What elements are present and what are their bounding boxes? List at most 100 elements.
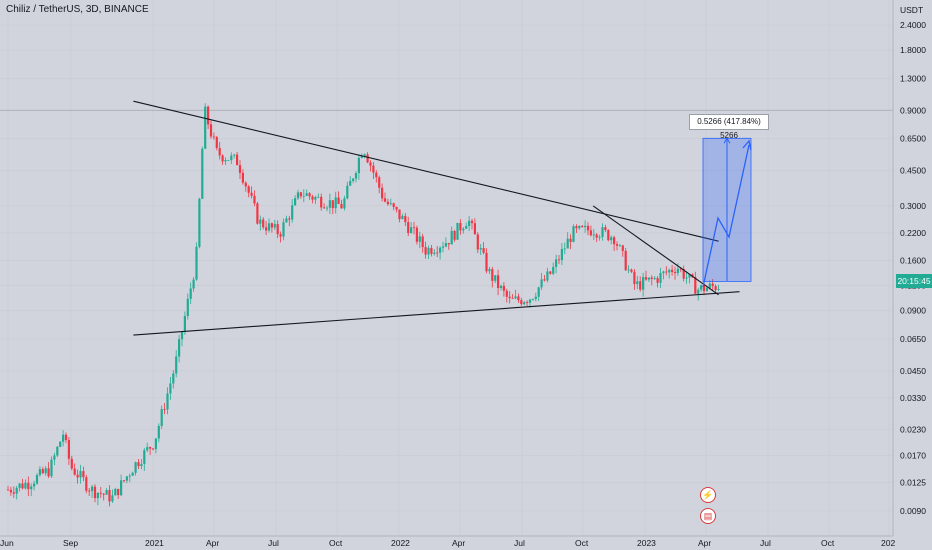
price-tick-label: 0.0650 <box>900 334 926 344</box>
candle-body <box>276 224 279 235</box>
candle-body <box>163 409 166 410</box>
time-tick-label: Jul <box>514 538 525 548</box>
candle-body <box>314 197 317 200</box>
candle-body <box>282 222 285 237</box>
candle-body <box>494 275 497 281</box>
candle-body <box>352 178 355 181</box>
candle-body <box>618 245 621 247</box>
price-tick-label: 0.4500 <box>900 166 926 176</box>
candle-body <box>117 488 120 496</box>
price-axis[interactable]: USDT 2.4000 1.8000 1.3000 0.9000 0.6500 0.4500… <box>892 0 926 536</box>
candle-body <box>354 173 358 179</box>
candle-body <box>244 182 247 187</box>
candle-body <box>38 469 41 476</box>
candle-body <box>105 490 108 495</box>
candle-body <box>586 225 590 231</box>
candle-body <box>299 192 302 197</box>
price-tick-label: 1.3000 <box>900 73 926 83</box>
lower-ascending-trendline[interactable] <box>133 291 740 336</box>
candle-body <box>682 268 685 279</box>
candle-body <box>581 225 584 227</box>
candle-body <box>700 285 703 290</box>
us-flag-event-icon[interactable]: ▤ <box>700 508 716 524</box>
candle-body <box>676 268 679 274</box>
candle-body <box>262 219 265 228</box>
candle-body <box>647 277 650 280</box>
candle-body <box>502 285 505 291</box>
candle-body <box>662 271 665 274</box>
candle-body <box>169 383 172 394</box>
candle-body <box>415 227 418 242</box>
candle-body <box>537 287 540 297</box>
candle-body <box>27 482 30 490</box>
candle-body <box>102 493 105 495</box>
drawings[interactable] <box>133 100 752 336</box>
candle-body <box>198 198 201 247</box>
time-tick-label: Jun <box>0 538 14 548</box>
candle-body <box>122 480 126 482</box>
price-tick-label: 0.1600 <box>900 256 926 266</box>
candle-body <box>88 490 91 492</box>
candle-body <box>436 252 439 254</box>
candle-body <box>526 302 529 303</box>
candle-body <box>320 196 323 208</box>
candle-body <box>569 238 572 242</box>
candle-body <box>73 468 76 475</box>
candle-body <box>151 448 155 450</box>
candle-body <box>195 246 198 280</box>
candle-body <box>108 490 111 502</box>
candle-body <box>679 268 682 270</box>
candle-body <box>453 230 456 240</box>
candle-body <box>407 222 410 234</box>
current-price-tag: 20:15:45 <box>896 274 932 288</box>
candle-body <box>633 271 636 285</box>
candle-body <box>180 332 184 340</box>
candle-body <box>76 474 79 478</box>
candle-body <box>294 198 297 206</box>
time-tick-label: 2021 <box>145 538 164 548</box>
candle-body <box>366 154 369 163</box>
candle-body <box>479 248 482 250</box>
candle-body <box>557 259 561 261</box>
candle-body <box>598 236 601 238</box>
candle-body <box>552 266 555 274</box>
candle-body <box>694 277 697 294</box>
candle-body <box>528 299 532 303</box>
candle-body <box>659 273 662 283</box>
candle-body <box>265 227 268 231</box>
price-tick-label: 0.2200 <box>900 228 926 238</box>
symbol-title: Chiliz / TetherUS, 3D, BINANCE <box>6 4 149 15</box>
candle-body <box>9 489 12 493</box>
candle-body <box>523 302 526 305</box>
candle-body <box>499 285 503 289</box>
candle-body <box>207 106 210 125</box>
candle-body <box>546 271 549 281</box>
candle-body <box>383 198 387 202</box>
time-axis[interactable]: Jun Sep 2021 Apr Jul Oct 2022 Apr Jul Oct 2023 Apr J… <box>0 535 895 548</box>
candle-body <box>253 195 256 204</box>
short-descending-trendline[interactable] <box>592 205 719 296</box>
candle-body <box>360 155 363 158</box>
candle-body <box>613 237 616 245</box>
candle-body <box>149 447 152 449</box>
candle-body <box>41 469 44 474</box>
time-tick-label: Apr <box>452 538 465 548</box>
candle-body <box>6 489 10 491</box>
candle-body <box>697 289 700 294</box>
candle-body <box>47 468 50 477</box>
candle-body <box>375 172 378 178</box>
candle-body <box>392 203 395 207</box>
candle-body <box>595 234 598 238</box>
candle-body <box>639 281 642 290</box>
candle-body <box>485 252 488 272</box>
price-tick-label: 0.0450 <box>900 366 926 376</box>
flash-event-icon[interactable]: ⚡ <box>700 487 716 503</box>
candle-body <box>447 243 450 245</box>
upper-descending-trendline[interactable] <box>133 100 719 242</box>
projection-path[interactable] <box>702 144 750 288</box>
time-tick-label: Oct <box>821 538 835 548</box>
time-tick-label: Jul <box>268 538 279 548</box>
candle-body <box>465 225 468 229</box>
